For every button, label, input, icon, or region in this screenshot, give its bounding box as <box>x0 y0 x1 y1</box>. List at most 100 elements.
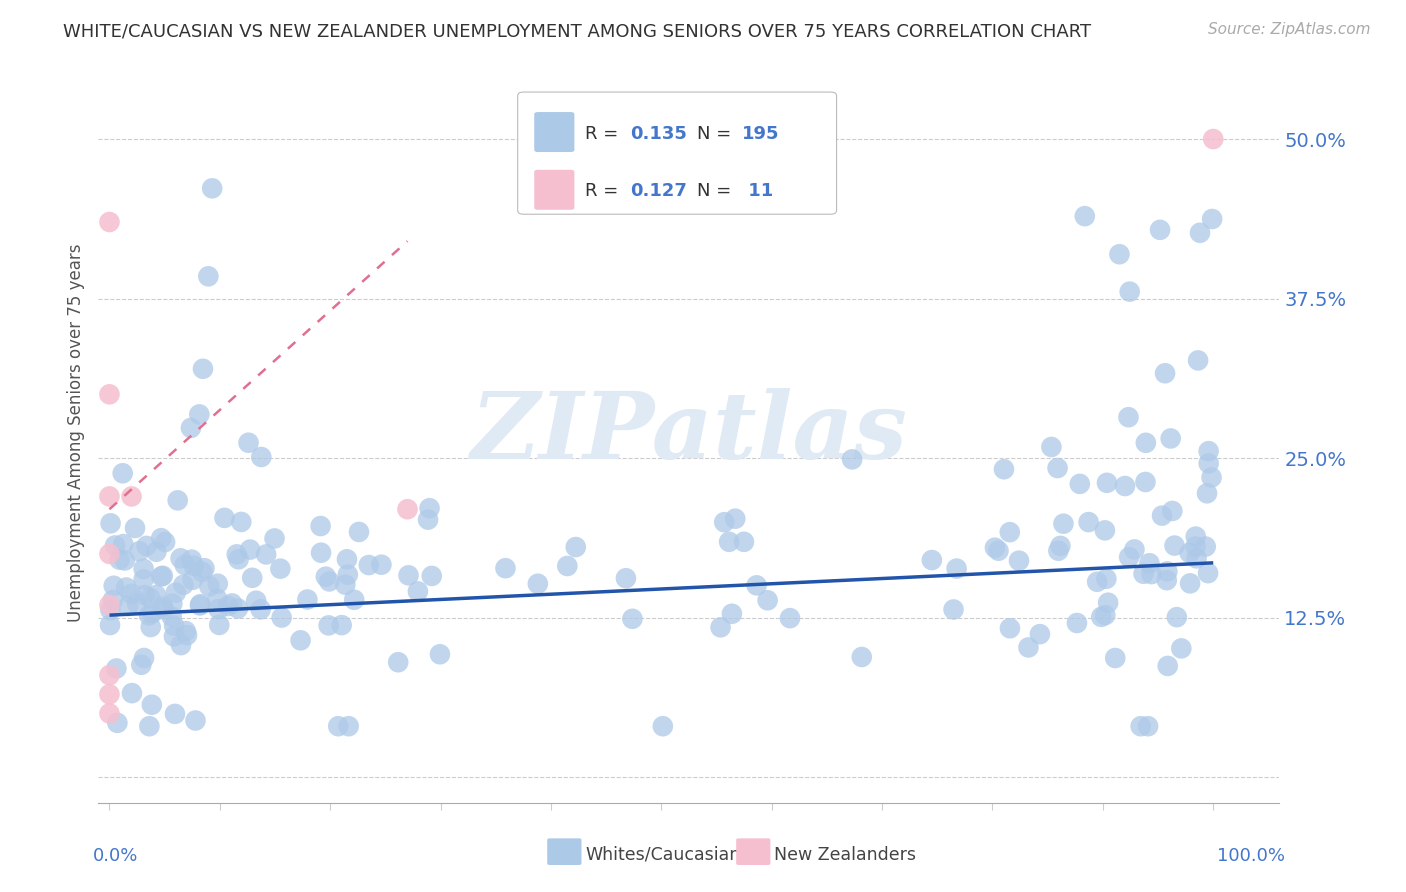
Point <box>163 706 186 721</box>
Point <box>1118 550 1140 565</box>
Text: Source: ZipAtlas.com: Source: ZipAtlas.com <box>1208 22 1371 37</box>
Point <box>406 584 429 599</box>
Point <box>1166 610 1188 624</box>
Point <box>121 490 143 504</box>
Point <box>1129 719 1152 733</box>
Point <box>269 562 291 576</box>
Point <box>1135 475 1157 489</box>
Point <box>101 593 124 607</box>
Point <box>297 592 319 607</box>
Text: R =: R = <box>585 182 624 201</box>
Point <box>1049 539 1071 553</box>
Point <box>396 502 419 516</box>
Point <box>336 552 359 566</box>
Point <box>370 558 392 572</box>
Point <box>1178 576 1201 591</box>
Point <box>1029 627 1052 641</box>
Point <box>1137 719 1160 733</box>
Point <box>1123 542 1146 557</box>
Point <box>318 574 340 589</box>
Point <box>98 687 121 701</box>
Point <box>134 588 156 602</box>
Point <box>1095 572 1118 586</box>
Point <box>1149 223 1171 237</box>
Point <box>1066 615 1088 630</box>
Point <box>1108 247 1130 261</box>
Text: ZIPatlas: ZIPatlas <box>471 388 907 477</box>
Point <box>173 558 195 572</box>
Point <box>183 558 205 573</box>
Point <box>98 618 121 632</box>
Point <box>191 565 214 579</box>
Point <box>180 552 202 566</box>
Point <box>165 585 187 599</box>
Point <box>239 542 262 557</box>
Point <box>270 610 292 624</box>
Point <box>328 719 350 733</box>
Point <box>141 606 163 620</box>
Point <box>163 629 186 643</box>
Point <box>139 591 162 605</box>
Point <box>1094 608 1116 623</box>
Point <box>1114 479 1136 493</box>
Point <box>152 599 174 614</box>
Point <box>1047 543 1070 558</box>
Point <box>1163 539 1185 553</box>
Text: 11: 11 <box>742 182 773 201</box>
Point <box>495 561 517 575</box>
Point <box>1132 566 1154 581</box>
Point <box>114 553 136 567</box>
Point <box>621 612 644 626</box>
Point <box>208 618 231 632</box>
Point <box>188 408 211 422</box>
Point <box>135 539 157 553</box>
Point <box>713 515 735 529</box>
Text: 0.127: 0.127 <box>630 182 686 201</box>
Point <box>153 602 176 616</box>
Point <box>984 541 1007 555</box>
Point <box>217 599 239 613</box>
Point <box>152 568 174 582</box>
Point <box>176 628 198 642</box>
Point <box>1052 516 1074 531</box>
Point <box>207 602 229 616</box>
Point <box>197 269 219 284</box>
Point <box>193 561 215 575</box>
Point <box>945 561 967 575</box>
Point <box>100 516 122 531</box>
Point <box>718 534 741 549</box>
Point <box>1118 410 1140 425</box>
Point <box>263 532 285 546</box>
Point <box>180 421 202 435</box>
Point <box>721 607 744 621</box>
Point <box>250 450 273 464</box>
Point <box>1185 551 1208 566</box>
Point <box>145 588 167 602</box>
Point <box>138 719 160 733</box>
Point <box>309 546 332 560</box>
Point <box>120 587 142 601</box>
Point <box>1184 530 1206 544</box>
Point <box>124 521 146 535</box>
Point <box>225 547 247 561</box>
Point <box>336 567 359 582</box>
Point <box>98 547 121 561</box>
Point <box>416 513 439 527</box>
Point <box>756 593 779 607</box>
Point <box>1074 209 1097 223</box>
Point <box>651 719 673 733</box>
Point <box>108 552 131 566</box>
Point <box>166 493 188 508</box>
Text: WHITE/CAUCASIAN VS NEW ZEALANDER UNEMPLOYMENT AMONG SENIORS OVER 75 YEARS CORREL: WHITE/CAUCASIAN VS NEW ZEALANDER UNEMPLO… <box>63 22 1091 40</box>
Point <box>745 578 768 592</box>
Point <box>987 543 1010 558</box>
Point <box>1040 440 1063 454</box>
Point <box>240 571 263 585</box>
Y-axis label: Unemployment Among Seniors over 75 years: Unemployment Among Seniors over 75 years <box>66 244 84 622</box>
Point <box>150 569 173 583</box>
Point <box>139 620 162 634</box>
Point <box>181 573 204 587</box>
Point <box>111 467 134 481</box>
Point <box>1085 574 1108 589</box>
Point <box>1156 573 1178 587</box>
